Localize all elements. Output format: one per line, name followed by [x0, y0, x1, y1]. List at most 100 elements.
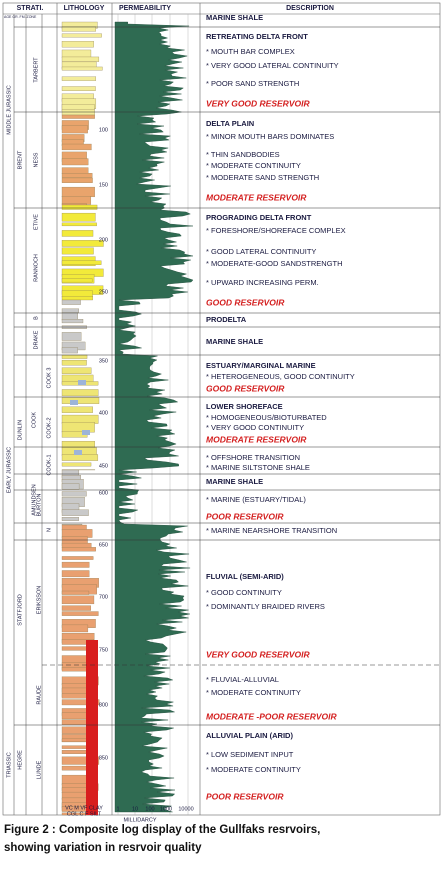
depth-label: 650	[99, 542, 108, 548]
lithology-bed	[61, 699, 100, 706]
section-title: LOWER SHOREFACE	[206, 402, 283, 411]
lithology-bed	[61, 230, 94, 237]
caption-line: showing variation in resrvoir quality	[4, 842, 202, 854]
reservoir-rating: GOOD RESERVOIR	[206, 297, 285, 307]
header-permeability: PERMEABILITY	[119, 5, 171, 12]
section-bullet: * DOMINANTLY BRAIDED RIVERS	[206, 602, 325, 611]
section-bullet: * VERY GOOD LATERAL CONTINUITY	[206, 61, 339, 70]
lithology-bed	[61, 114, 95, 119]
lithology-bed	[61, 756, 100, 765]
strat-label: TARBERT	[33, 57, 39, 83]
permeability-unit: MILLIDARCY	[123, 817, 156, 823]
reservoir-rating: POOR RESERVOIR	[206, 791, 284, 801]
lithology-scale: VC M VF CLAY	[65, 805, 103, 811]
lithology-bed	[61, 454, 99, 461]
lithology-bed	[61, 693, 87, 699]
lithology-bed	[61, 222, 97, 227]
section-bullet: * FORESHORE/SHOREFACE COMPLEX	[206, 226, 346, 235]
section-bullet: * MOUTH BAR COMPLEX	[206, 47, 295, 56]
strat-label: RANNOCH	[33, 254, 39, 282]
strat-label: COOK 3	[46, 368, 52, 389]
strat-label: ETIVE	[33, 214, 39, 230]
section-bullet: * MODERATE SAND STRENGTH	[206, 173, 319, 182]
section-bullet: * HOMOGENEOUS/BIOTURBATED	[206, 413, 327, 422]
lithology-bed	[61, 359, 87, 366]
lithology-bed	[61, 367, 92, 374]
section-title: ESTUARY/MARGINAL MARINE	[206, 361, 316, 370]
strat-label: DRAKE	[33, 330, 39, 349]
bioturbation-patch	[70, 400, 78, 405]
lithology-bed	[61, 308, 79, 313]
section-bullet: * MARINE (ESTUARY/TIDAL)	[206, 495, 306, 504]
permeability-tick: 100	[145, 806, 154, 812]
lithology-bed	[61, 125, 88, 134]
lithology-bed	[61, 299, 81, 305]
reservoir-rating: VERY GOOD RESERVOIR	[206, 98, 310, 108]
lithology-bed	[61, 491, 87, 497]
lithology-bed	[61, 397, 100, 404]
strat-label: NESS	[33, 152, 39, 167]
section-title: RETREATING DELTA FRONT	[206, 32, 308, 41]
lithology-bed	[61, 278, 93, 283]
lithology-bed	[61, 76, 97, 81]
lithology-bed	[61, 547, 96, 552]
section-bullet: * HETEROGENEOUS, GOOD CONTINUITY	[206, 372, 355, 381]
lithology-bed	[61, 240, 104, 247]
lithology-bed	[61, 765, 87, 771]
section-bullet: * VERY GOOD CONTINUITY	[206, 423, 304, 432]
lithology-bed	[61, 204, 98, 210]
section-bullet: * UPWARD INCREASING PERM.	[206, 278, 319, 287]
lithology-bed	[61, 186, 95, 198]
section-title: FLUVIAL (SEMI-ARID)	[206, 572, 284, 581]
lithology-bed	[61, 66, 103, 71]
strat-label: N	[46, 528, 52, 532]
lithology-bed	[61, 529, 93, 538]
lithology-bed	[61, 177, 93, 183]
section-title: MARINE SHALE	[206, 13, 263, 22]
strat-label: COOK-2	[46, 417, 52, 438]
lithology-bed	[61, 212, 96, 222]
lithology-bed	[61, 173, 93, 178]
lithology-bed	[61, 406, 93, 413]
reservoir-rating: MODERATE RESERVOIR	[206, 434, 307, 444]
lithology-bed	[61, 41, 94, 48]
lithology-bed	[61, 354, 88, 359]
strat-label: B	[33, 316, 39, 320]
header-strat: STRATI.	[17, 5, 44, 12]
bioturbation-patch	[82, 430, 90, 435]
lithology-bed	[61, 517, 79, 521]
depth-label: 250	[99, 289, 108, 295]
lithology-bed	[61, 158, 89, 166]
section-title: PROGRADING DELTA FRONT	[206, 213, 312, 222]
lithology-bed	[61, 605, 91, 611]
section-title: DELTA PLAIN	[206, 119, 254, 128]
lithology-bed	[61, 719, 90, 725]
section-bullet: * LOW SEDIMENT INPUT	[206, 750, 294, 759]
lithology-bed	[61, 542, 92, 548]
permeability-column	[114, 14, 194, 815]
strat-label: RAUDE	[36, 685, 42, 705]
reservoir-rating: VERY GOOD RESERVOIR	[206, 649, 310, 659]
lithology-bed	[61, 26, 96, 32]
section-bullet: * GOOD LATERAL CONTINUITY	[206, 247, 316, 256]
depth-label: 200	[99, 237, 108, 243]
depth-label: 450	[99, 463, 108, 469]
section-bullet: * GOOD CONTINUITY	[206, 588, 282, 597]
strat-label: AMUNDSEN	[31, 484, 37, 516]
lithology-bed	[61, 332, 82, 341]
header-lithology: LITHOLOGY	[64, 5, 105, 12]
lithology-bed	[61, 712, 89, 720]
strat-label: MIDDLE JURASSIC	[6, 85, 12, 135]
depth-label: 150	[99, 182, 108, 188]
strat-label: HEGRE	[17, 750, 23, 770]
reservoir-rating: GOOD RESERVOIR	[206, 383, 285, 393]
permeability-tick: 1	[116, 806, 119, 812]
section-title: MARINE SHALE	[206, 337, 263, 346]
strat-label: DUNLIN	[17, 420, 23, 441]
frame	[2, 2, 441, 816]
lithology-bed	[61, 590, 90, 595]
lithology-scale: CGL C F SILT	[67, 811, 102, 817]
lithology-bed	[61, 389, 99, 397]
reservoir-rating: MODERATE -POOR RESERVOIR	[206, 711, 338, 721]
depth-label: 400	[99, 410, 108, 416]
